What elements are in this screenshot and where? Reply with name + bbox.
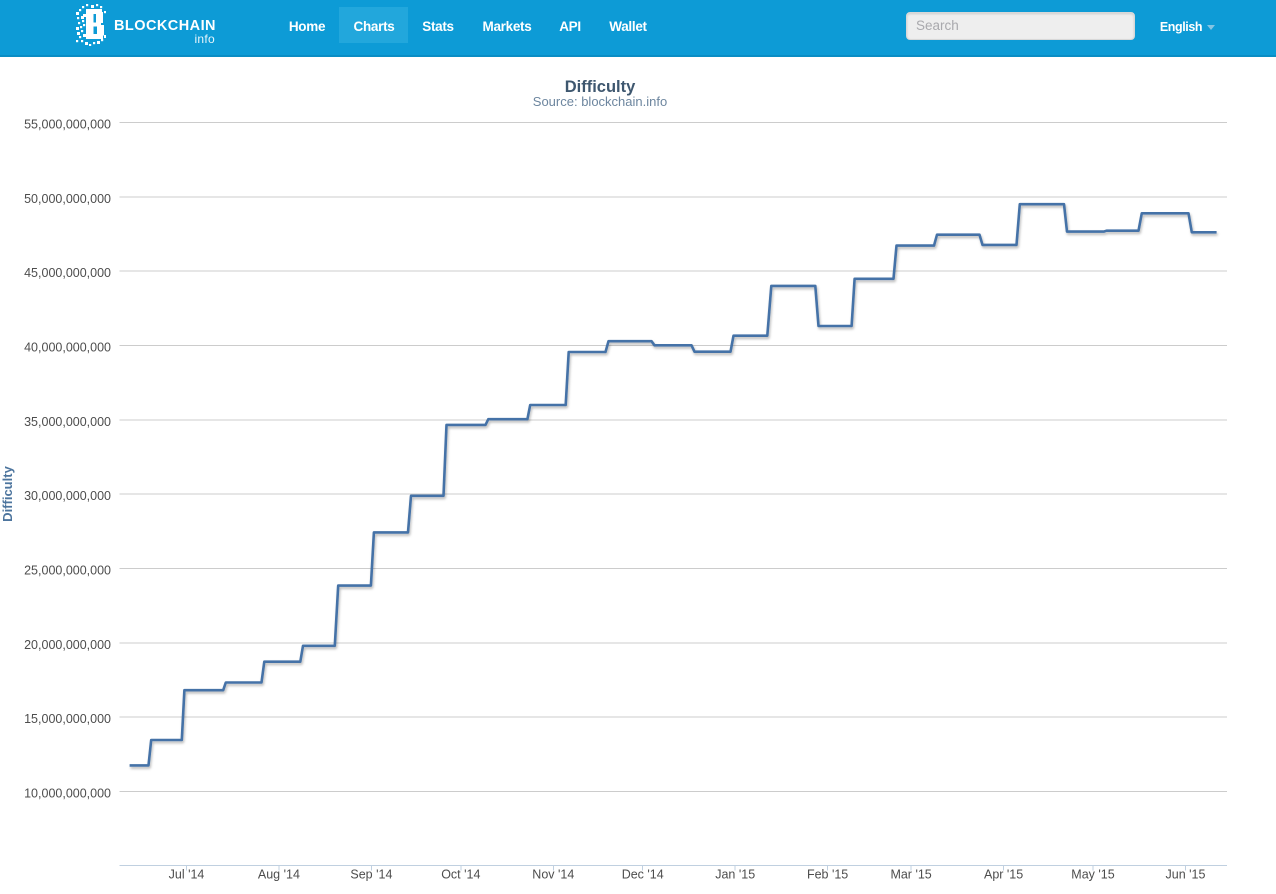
svg-text:35,000,000,000: 35,000,000,000 <box>24 415 111 429</box>
svg-text:Oct '14: Oct '14 <box>441 868 480 882</box>
svg-text:10,000,000,000: 10,000,000,000 <box>24 786 111 800</box>
svg-text:40,000,000,000: 40,000,000,000 <box>24 340 111 354</box>
svg-text:15,000,000,000: 15,000,000,000 <box>24 712 111 726</box>
svg-text:Dec '14: Dec '14 <box>622 868 664 882</box>
svg-text:25,000,000,000: 25,000,000,000 <box>24 563 111 577</box>
svg-text:55,000,000,000: 55,000,000,000 <box>24 118 111 132</box>
svg-text:Difficulty: Difficulty <box>0 465 15 521</box>
svg-text:20,000,000,000: 20,000,000,000 <box>24 638 111 652</box>
svg-text:Sep '14: Sep '14 <box>350 868 392 882</box>
svg-text:Feb '15: Feb '15 <box>807 868 848 882</box>
svg-text:30,000,000,000: 30,000,000,000 <box>24 489 111 503</box>
svg-text:Aug '14: Aug '14 <box>258 868 300 882</box>
svg-text:Apr '15: Apr '15 <box>984 868 1023 882</box>
svg-text:Mar '15: Mar '15 <box>890 868 931 882</box>
svg-text:Jul '14: Jul '14 <box>169 868 205 882</box>
svg-text:50,000,000,000: 50,000,000,000 <box>24 192 111 206</box>
svg-text:Jun '15: Jun '15 <box>1166 868 1206 882</box>
svg-text:Nov '14: Nov '14 <box>532 868 574 882</box>
svg-text:45,000,000,000: 45,000,000,000 <box>24 266 111 280</box>
svg-text:Jan '15: Jan '15 <box>715 868 755 882</box>
svg-text:Difficulty: Difficulty <box>565 78 636 96</box>
svg-text:May '15: May '15 <box>1071 868 1114 882</box>
svg-text:Source: blockchain.info: Source: blockchain.info <box>533 94 667 109</box>
